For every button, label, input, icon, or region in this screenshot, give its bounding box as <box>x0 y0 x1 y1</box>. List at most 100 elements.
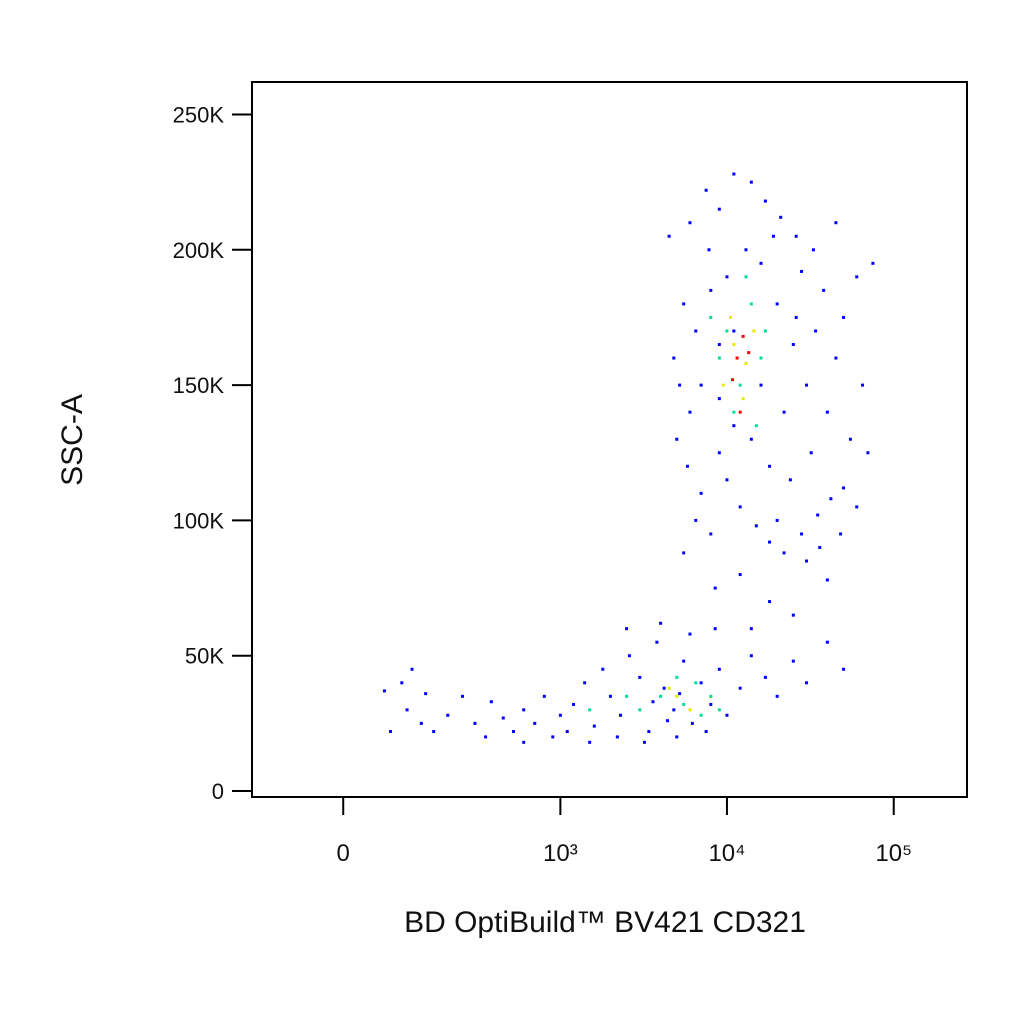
point <box>732 329 736 333</box>
point <box>662 686 666 690</box>
point <box>731 378 735 382</box>
point <box>805 559 809 563</box>
point <box>682 702 686 706</box>
point <box>725 275 729 279</box>
point <box>699 681 703 685</box>
point <box>709 288 713 292</box>
point <box>839 532 843 536</box>
point <box>704 730 708 734</box>
y-tick-label: 200K <box>173 238 225 263</box>
point <box>625 627 629 631</box>
x-axis-label: BD OptiBuild™ BV421 CD321 <box>404 906 806 939</box>
point <box>749 627 753 631</box>
point <box>747 351 751 355</box>
point <box>717 451 721 455</box>
point <box>699 383 703 387</box>
y-tick-label: 50K <box>185 644 224 669</box>
point <box>749 180 753 184</box>
point <box>688 632 692 636</box>
point <box>825 640 829 644</box>
point <box>675 735 679 739</box>
point <box>768 600 772 604</box>
point <box>565 730 569 734</box>
point <box>461 694 465 698</box>
x-tick-label: 10³ <box>543 840 578 867</box>
point <box>816 513 820 517</box>
point <box>725 329 729 333</box>
point <box>725 478 729 482</box>
point <box>717 708 721 712</box>
point <box>686 464 690 468</box>
point <box>709 532 713 536</box>
point <box>842 486 846 490</box>
point <box>694 329 698 333</box>
point <box>388 730 392 734</box>
y-tick-label: 100K <box>173 508 225 533</box>
point <box>699 713 703 717</box>
point <box>484 735 488 739</box>
point <box>775 694 779 698</box>
point <box>709 702 713 706</box>
point <box>759 261 763 265</box>
point <box>678 383 682 387</box>
point <box>768 464 772 468</box>
point <box>713 586 717 590</box>
point <box>690 721 694 725</box>
point <box>794 315 798 319</box>
point <box>501 716 505 720</box>
point <box>675 437 679 441</box>
point <box>588 708 592 712</box>
point <box>834 356 838 360</box>
y-axis-label: SSC-A <box>56 394 89 486</box>
point <box>717 667 721 671</box>
point <box>638 675 642 679</box>
point <box>682 551 686 555</box>
point <box>667 686 671 690</box>
point <box>749 437 753 441</box>
point <box>738 383 742 387</box>
point <box>825 410 829 414</box>
point <box>735 356 739 360</box>
point <box>619 713 623 717</box>
point <box>842 315 846 319</box>
point <box>489 700 493 704</box>
point <box>744 361 748 365</box>
point <box>825 578 829 582</box>
point <box>588 740 592 744</box>
point <box>855 275 859 279</box>
point <box>749 654 753 658</box>
point <box>738 573 742 577</box>
point <box>655 640 659 644</box>
point <box>672 356 676 360</box>
point <box>805 383 809 387</box>
point <box>738 686 742 690</box>
point <box>811 248 815 252</box>
point <box>707 248 711 252</box>
point <box>744 275 748 279</box>
point <box>818 545 822 549</box>
point <box>791 343 795 347</box>
point <box>788 478 792 482</box>
point <box>779 215 783 219</box>
point <box>834 221 838 225</box>
point <box>688 221 692 225</box>
point <box>749 302 753 306</box>
point <box>775 302 779 306</box>
point <box>672 708 676 712</box>
point <box>738 410 742 414</box>
point <box>861 383 865 387</box>
point <box>732 424 736 428</box>
point <box>699 491 703 495</box>
point <box>659 621 663 625</box>
point <box>446 713 450 717</box>
point <box>782 551 786 555</box>
point <box>522 708 526 712</box>
point <box>794 234 798 238</box>
point <box>782 410 786 414</box>
point <box>763 675 767 679</box>
point <box>558 713 562 717</box>
point <box>682 659 686 663</box>
point <box>688 410 692 414</box>
point <box>678 692 682 696</box>
